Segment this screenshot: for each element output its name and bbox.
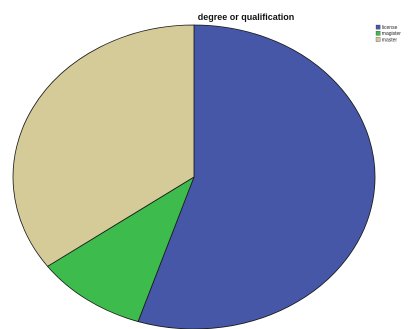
legend-label-magister: magister	[382, 31, 402, 37]
legend-swatch-license	[375, 24, 381, 30]
legend-label-license: license	[382, 25, 398, 31]
pie-slice-master	[12, 24, 195, 267]
legend-label-master: master	[382, 37, 398, 43]
pie-slices	[12, 24, 376, 329]
legend-swatch-master	[375, 37, 381, 42]
pie-slice-license	[137, 24, 376, 329]
legend-swatch-magister	[375, 31, 381, 36]
pie-slice-magister	[47, 176, 195, 322]
chart-title: degree or qualification	[198, 12, 295, 22]
